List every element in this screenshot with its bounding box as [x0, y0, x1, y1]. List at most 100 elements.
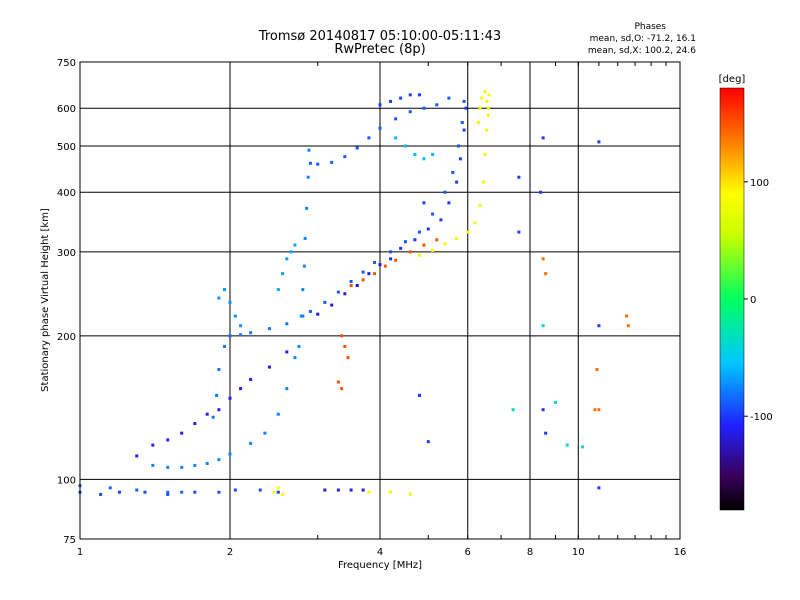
data-point	[403, 144, 407, 148]
data-point	[541, 324, 545, 328]
data-point	[417, 393, 421, 397]
data-point	[417, 253, 421, 257]
data-point	[383, 264, 387, 268]
data-point	[451, 170, 455, 174]
y-tick-label: 75	[63, 535, 76, 546]
data-point	[462, 128, 466, 132]
data-point	[217, 458, 221, 462]
colorbar-label: [deg]	[719, 74, 746, 85]
data-point	[217, 408, 221, 412]
data-point	[367, 490, 371, 494]
colorbar	[719, 87, 745, 511]
data-point	[458, 157, 462, 161]
data-point	[343, 292, 347, 296]
y-tick-label: 200	[57, 332, 76, 343]
data-point	[378, 126, 382, 130]
data-point	[336, 380, 340, 384]
data-point	[267, 327, 271, 331]
data-point	[349, 488, 353, 492]
data-point	[431, 152, 435, 156]
data-point	[305, 206, 309, 210]
data-point	[597, 324, 601, 328]
data-point	[217, 296, 221, 300]
data-point	[485, 128, 489, 132]
data-point	[340, 387, 344, 391]
data-point	[361, 278, 365, 282]
data-point	[293, 356, 297, 360]
x-tick-label: 1	[77, 547, 83, 558]
data-point	[426, 440, 430, 444]
data-point	[117, 490, 121, 494]
data-point	[303, 236, 307, 240]
data-point	[439, 218, 443, 222]
data-point	[443, 242, 447, 246]
data-point	[108, 486, 112, 490]
data-point	[215, 393, 219, 397]
data-point	[466, 230, 470, 234]
grid-lines	[80, 62, 680, 539]
data-point	[180, 465, 184, 469]
data-point	[239, 324, 243, 328]
data-point	[276, 412, 280, 416]
data-point	[417, 93, 421, 97]
data-point	[485, 99, 489, 103]
data-point	[346, 356, 350, 360]
data-point	[483, 152, 487, 156]
data-point	[541, 257, 545, 261]
data-point	[541, 136, 545, 140]
data-point	[267, 365, 271, 369]
data-point	[435, 103, 439, 107]
data-point	[316, 162, 320, 166]
data-point	[336, 290, 340, 294]
data-point	[249, 377, 253, 381]
data-point	[455, 180, 459, 184]
y-axis-label: Stationary phase Virtual Height [km]	[40, 208, 51, 392]
data-point	[408, 492, 412, 496]
data-point	[389, 250, 393, 254]
data-point	[302, 264, 306, 268]
x-tick-label: 6	[465, 547, 471, 558]
data-point	[394, 136, 398, 140]
data-point	[483, 90, 487, 94]
data-point	[166, 492, 170, 496]
data-point	[228, 334, 232, 338]
chart-title-line2: RwPretec (8p)	[334, 42, 426, 57]
data-point	[480, 96, 484, 100]
data-point	[316, 312, 320, 316]
data-point	[193, 490, 197, 494]
data-point	[361, 270, 365, 274]
data-point	[539, 190, 543, 194]
data-point	[413, 152, 417, 156]
data-point	[481, 180, 485, 184]
data-point	[394, 258, 398, 262]
y-tick-label: 100	[57, 475, 76, 486]
tick-labels: 1 2 4 6 8 10 16 75 100 200 300 400 500 600 750	[57, 58, 686, 558]
data-point	[597, 140, 601, 144]
data-point	[293, 243, 297, 247]
data-point	[281, 492, 285, 496]
data-point	[473, 221, 477, 225]
data-point	[373, 272, 377, 276]
data-point	[544, 431, 548, 435]
data-point	[166, 465, 170, 469]
data-point	[460, 121, 464, 125]
data-points	[78, 90, 630, 496]
data-point	[422, 201, 426, 205]
data-point	[340, 334, 344, 338]
data-point	[597, 486, 601, 490]
data-point	[228, 396, 232, 400]
data-point	[478, 106, 482, 110]
data-point	[166, 438, 170, 442]
data-point	[517, 230, 521, 234]
data-point	[193, 421, 197, 425]
data-point	[417, 230, 421, 234]
phase-stats-x: mean, sd,X: 100.2, 24.6	[587, 46, 696, 56]
data-point	[581, 445, 585, 449]
data-point	[301, 288, 305, 292]
data-point	[301, 314, 305, 318]
data-point	[413, 238, 417, 242]
data-point	[307, 148, 311, 152]
data-point	[435, 238, 439, 242]
data-point	[285, 350, 289, 354]
data-point	[389, 490, 393, 494]
